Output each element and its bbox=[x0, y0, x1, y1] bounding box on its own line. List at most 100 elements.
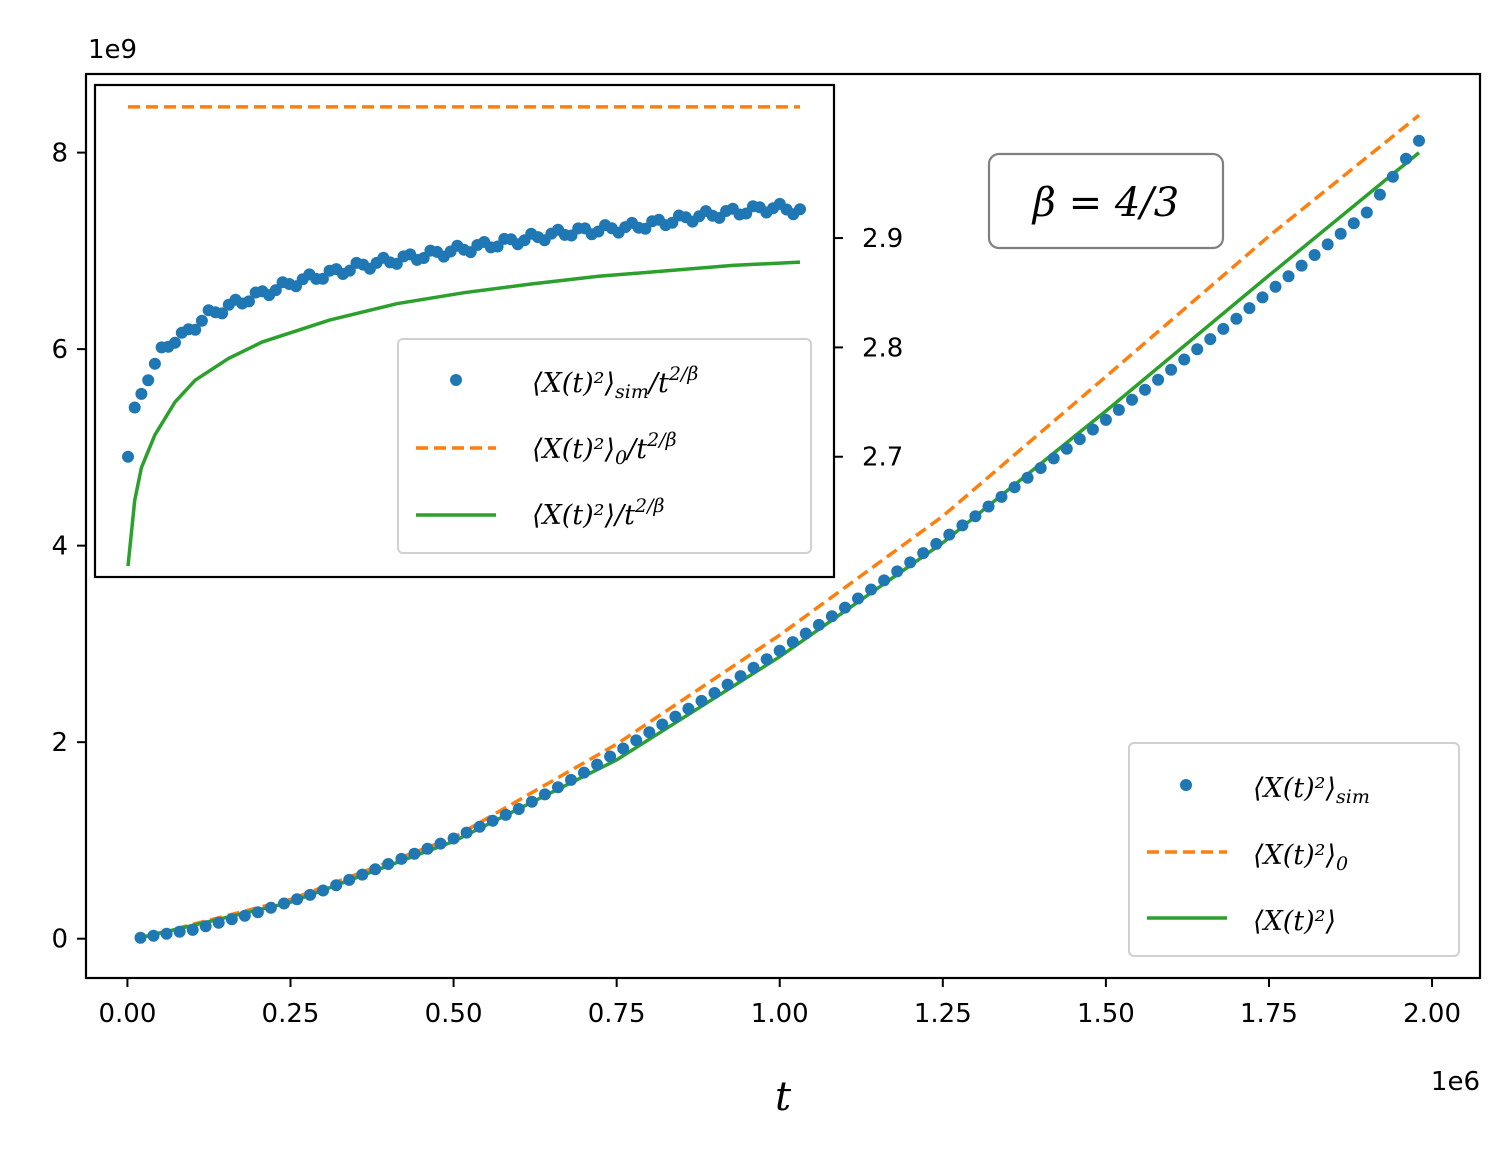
sim-point bbox=[1047, 452, 1060, 465]
sim-point bbox=[1269, 280, 1282, 293]
x-tick-label: 1.00 bbox=[751, 999, 809, 1029]
sim-point bbox=[291, 893, 303, 906]
sim-point bbox=[304, 888, 317, 901]
sim-point bbox=[473, 820, 486, 833]
svg-text:β = 4/3: β = 4/3 bbox=[1031, 180, 1179, 226]
sim-point bbox=[839, 601, 851, 614]
sim-point bbox=[382, 858, 395, 870]
sim-point bbox=[330, 879, 343, 892]
main-legend-marker-sim bbox=[1180, 779, 1192, 791]
sim-point bbox=[1178, 353, 1191, 366]
svg-text:⟨X(t)²⟩: ⟨X(t)²⟩ bbox=[1253, 906, 1336, 937]
sim-point bbox=[604, 750, 617, 763]
sim-point bbox=[552, 781, 564, 794]
sim-point bbox=[760, 653, 773, 666]
x-tick-label: 0.50 bbox=[425, 999, 483, 1029]
sim-point bbox=[238, 909, 251, 922]
sim-point bbox=[1256, 291, 1269, 304]
x-tick-label: 0.75 bbox=[588, 999, 646, 1029]
sim-point bbox=[878, 574, 891, 587]
sim-point bbox=[643, 726, 656, 739]
inset-sim-point bbox=[269, 284, 282, 297]
sim-point bbox=[512, 803, 525, 815]
sim-point bbox=[1308, 249, 1321, 261]
sim-point bbox=[1360, 206, 1373, 219]
sim-point bbox=[1191, 343, 1204, 356]
inset-sim-point bbox=[169, 336, 181, 349]
x-tick-label: 1.75 bbox=[1240, 999, 1298, 1029]
sim-point bbox=[1347, 217, 1360, 230]
sim-point bbox=[395, 852, 408, 865]
sim-point bbox=[1373, 188, 1386, 201]
sim-point bbox=[865, 583, 878, 596]
x-tick-label: 1.50 bbox=[1077, 999, 1135, 1029]
y-tick-label: 8 bbox=[51, 139, 68, 169]
inset-legend: ⟨X(t)²⟩sim/t2/β ⟨X(t)²⟩0/t2/β ⟨X(t)²⟩/t2… bbox=[397, 338, 812, 554]
sim-point bbox=[721, 678, 734, 691]
svg-text:⟨X(t)²⟩sim/t2/β: ⟨X(t)²⟩sim/t2/β bbox=[532, 363, 698, 403]
x-tick-label: 1.25 bbox=[914, 999, 972, 1029]
sim-point bbox=[669, 710, 682, 723]
y-tick-label: 2 bbox=[51, 728, 68, 758]
inset-y-tick-label: 2.8 bbox=[862, 333, 903, 363]
sim-point bbox=[799, 627, 812, 640]
sim-point bbox=[917, 547, 930, 560]
sim-point bbox=[460, 826, 473, 839]
sim-point bbox=[1230, 312, 1243, 325]
sim-point bbox=[969, 510, 982, 523]
sim-point bbox=[408, 847, 421, 860]
sim-point bbox=[1413, 134, 1425, 147]
sim-point bbox=[1386, 170, 1399, 183]
sim-point bbox=[891, 565, 904, 578]
sim-point bbox=[656, 718, 669, 731]
sim-point bbox=[225, 913, 238, 926]
sim-point bbox=[499, 808, 512, 821]
main-legend: ⟨X(t)²⟩sim ⟨X(t)²⟩0 ⟨X(t)²⟩ bbox=[1128, 742, 1460, 957]
sim-point bbox=[1204, 333, 1217, 346]
sim-point bbox=[1152, 373, 1165, 386]
sim-point bbox=[317, 884, 330, 897]
sim-point bbox=[943, 528, 956, 541]
sim-point bbox=[1165, 363, 1178, 376]
y-tick-label: 4 bbox=[51, 532, 68, 562]
beta-annotation: β = 4/3 bbox=[987, 152, 1225, 250]
inset-sim-point bbox=[148, 357, 161, 370]
sim-point bbox=[421, 842, 434, 855]
inset-sim-point bbox=[316, 272, 329, 285]
sim-point bbox=[630, 734, 643, 747]
inset-plot-frame bbox=[93, 83, 836, 579]
sim-point bbox=[734, 670, 747, 683]
sim-point bbox=[1073, 433, 1086, 446]
sim-point bbox=[682, 702, 695, 715]
sim-point bbox=[1321, 238, 1334, 251]
sim-point bbox=[1034, 462, 1047, 474]
sim-point bbox=[343, 873, 356, 886]
sim-point bbox=[1112, 403, 1125, 416]
sim-point bbox=[565, 773, 577, 786]
inset-sim-point bbox=[794, 203, 806, 216]
sim-point bbox=[591, 758, 604, 771]
sim-point bbox=[708, 687, 721, 699]
x-tick-label: 2.00 bbox=[1403, 999, 1461, 1029]
inset-sim-point bbox=[122, 450, 134, 463]
x-scale-label: 1e6 bbox=[1431, 1067, 1480, 1097]
inset-sim-point bbox=[195, 314, 208, 327]
inset-sim-point bbox=[243, 295, 255, 308]
sim-point bbox=[812, 618, 825, 631]
svg-text:⟨X(t)²⟩0: ⟨X(t)²⟩0 bbox=[1253, 840, 1348, 875]
inset-sim-point bbox=[216, 307, 229, 320]
sim-point bbox=[369, 863, 382, 876]
x-tick-label: 0.00 bbox=[98, 999, 156, 1029]
sim-point bbox=[1126, 393, 1138, 406]
y-tick-label: 6 bbox=[51, 335, 68, 365]
y-tick-label: 0 bbox=[51, 925, 68, 955]
sim-point bbox=[1060, 442, 1073, 455]
main-plot-frame bbox=[84, 72, 1482, 980]
sim-point bbox=[995, 490, 1008, 503]
sim-point bbox=[695, 694, 708, 707]
sim-point bbox=[134, 931, 147, 944]
sim-point bbox=[278, 897, 290, 910]
sim-point bbox=[1008, 481, 1021, 494]
sim-point bbox=[786, 636, 799, 649]
